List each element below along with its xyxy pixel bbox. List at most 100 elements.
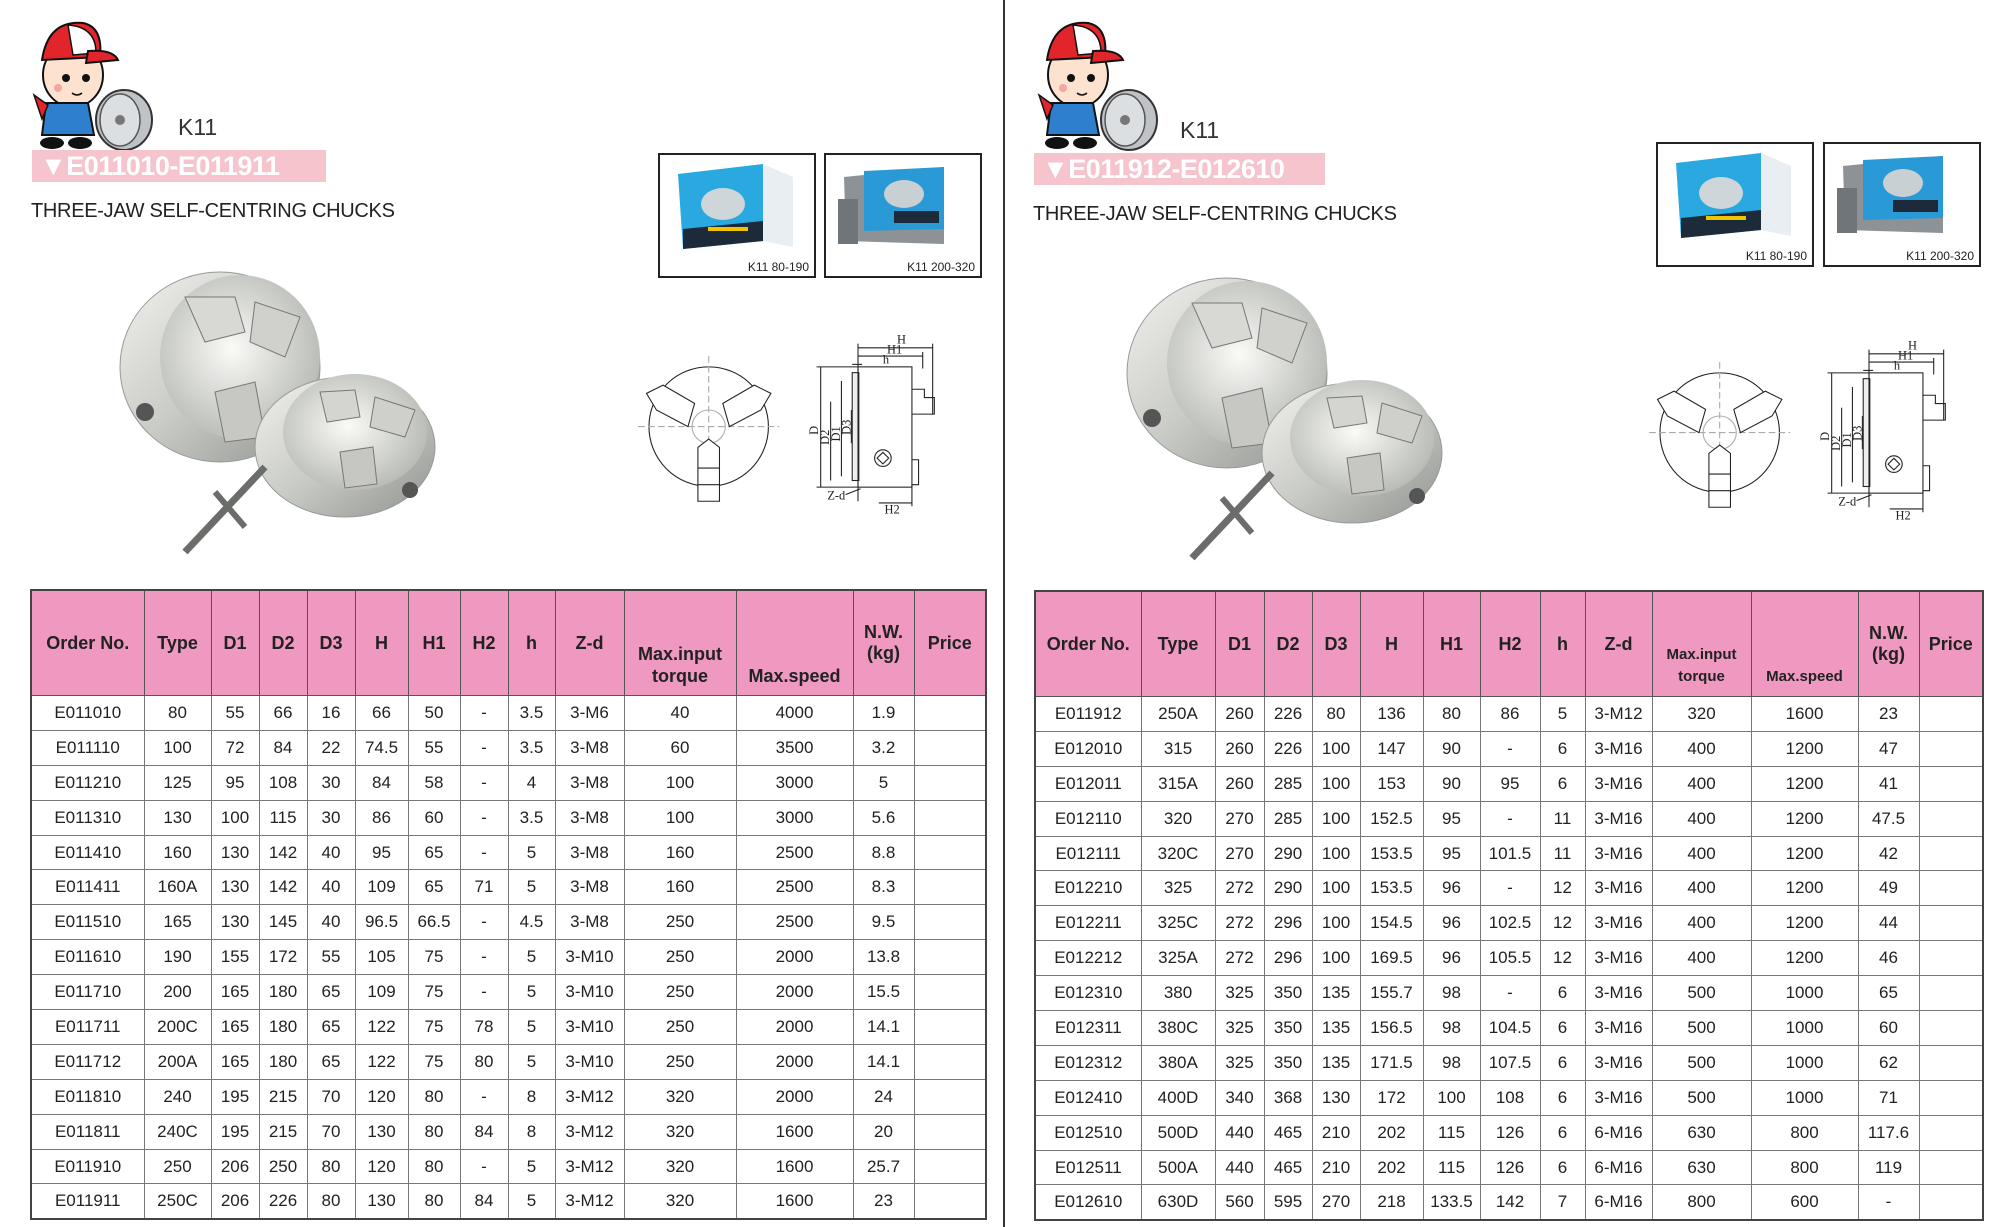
table-cell: - — [1479, 800, 1541, 837]
table-cell: 2000 — [735, 1043, 854, 1080]
table-cell: 226 — [258, 1183, 308, 1220]
table-row: E012011 315A 260 285 100 153 90 95 6 3-M16 400 1200… — [1034, 765, 1984, 802]
table-cell: 172 — [258, 939, 308, 976]
table-cell: 3-M8 — [554, 869, 625, 906]
table-cell: 147 — [1359, 730, 1424, 767]
table-cell — [913, 729, 987, 766]
table-cell: 6-M16 — [1584, 1149, 1653, 1186]
table-cell: 202 — [1359, 1114, 1424, 1151]
table-cell: 75 — [407, 1043, 461, 1080]
column-header: Max.speed — [735, 589, 854, 696]
table-cell: 160 — [623, 869, 737, 906]
table-cell: 5 — [1539, 696, 1586, 732]
packaging-caption: K11 80-190 — [747, 260, 809, 274]
table-cell: 100 — [623, 799, 737, 836]
table-cell: 272 — [1214, 905, 1265, 942]
dimension-label-d: D — [1818, 432, 1832, 441]
table-cell: 15.5 — [852, 974, 915, 1011]
table-cell: 14.1 — [852, 1009, 915, 1045]
table-cell: 200 — [143, 974, 212, 1011]
table-cell: 320 — [623, 1078, 737, 1115]
table-cell: 58 — [407, 764, 461, 801]
table-cell: 250 — [623, 974, 737, 1011]
table-cell: 100 — [1311, 940, 1361, 977]
table-cell: 215 — [258, 1078, 308, 1115]
table-cell: 70 — [306, 1078, 356, 1115]
table-cell: 3-M8 — [554, 904, 625, 941]
table-cell: 3-M10 — [554, 1043, 625, 1080]
dimension-label-zd: Z-d — [827, 489, 846, 503]
table-cell: 1200 — [1750, 835, 1859, 872]
table-cell: 1200 — [1750, 730, 1859, 767]
table-cell: 180 — [258, 974, 308, 1011]
table-cell: 6 — [1539, 1010, 1586, 1046]
table-cell: 84 — [354, 764, 409, 801]
table-cell: 108 — [258, 764, 308, 801]
spec-table: Order No. Type D1 D2 D3 H H1 H2 h Z-d Max.input to… — [1034, 590, 1984, 1222]
table-cell: - — [459, 974, 509, 1011]
table-cell: 115 — [1422, 1114, 1481, 1151]
table-cell: 400 — [1651, 940, 1752, 977]
packaging-image: K11 200-320 — [824, 153, 982, 278]
table-cell: 290 — [1263, 870, 1313, 907]
dimension-label-zd: Z-d — [1838, 495, 1857, 509]
table-cell: 95 — [1422, 835, 1481, 872]
table-cell — [913, 904, 987, 941]
table-row: E012110 320 270 285 100 152.5 95-11 3-M16 400 120… — [1034, 800, 1984, 837]
table-cell: 325A — [1140, 940, 1216, 977]
table-cell: E011411 — [30, 869, 145, 906]
table-cell: 800 — [1651, 1184, 1752, 1221]
table-cell: 6-M16 — [1584, 1114, 1653, 1151]
table-cell: 500 — [1651, 1010, 1752, 1046]
dimension-label-d2: D2 — [818, 430, 832, 445]
chuck-photo — [1122, 268, 1482, 573]
table-cell: 46 — [1857, 940, 1920, 977]
table-cell: 1200 — [1750, 870, 1859, 907]
table-cell: 96 — [1422, 940, 1481, 977]
table-cell: 2500 — [735, 904, 854, 941]
table-cell: 40 — [306, 869, 356, 906]
table-cell: 800 — [1750, 1114, 1859, 1151]
table-cell: 1200 — [1750, 940, 1859, 977]
column-header: D1 — [1214, 590, 1265, 697]
table-cell — [913, 1113, 987, 1150]
table-cell: 630 — [1651, 1149, 1752, 1186]
table-cell: 250 — [623, 939, 737, 976]
dimension-label-d3: D3 — [1851, 426, 1865, 441]
table-cell: 104.5 — [1479, 1010, 1541, 1046]
table-cell — [913, 695, 987, 731]
table-cell: 130 — [210, 869, 260, 906]
table-cell — [913, 799, 987, 836]
table-cell: 3500 — [735, 729, 854, 766]
table-cell: E012310 — [1034, 975, 1142, 1012]
column-header: H2 — [459, 589, 509, 696]
table-cell: 5.6 — [852, 799, 915, 836]
column-header: D3 — [306, 589, 356, 696]
table-cell: 3-M16 — [1584, 975, 1653, 1012]
table-header-row: Order No. Type D1 D2 D3 H H1 H2 h Z-d Max.input to… — [1034, 590, 1984, 697]
table-cell: 75 — [407, 939, 461, 976]
table-cell: 630D — [1140, 1184, 1216, 1221]
table-row: E012111 320C 270 290 100 153.5 95 101.5 11 3-M16 4… — [1034, 835, 1984, 872]
table-cell: 41 — [1857, 765, 1920, 802]
table-cell: 5 — [507, 939, 556, 976]
table-cell: 260 — [1214, 696, 1265, 732]
table-cell: 72 — [210, 729, 260, 766]
table-cell: 122 — [354, 1009, 409, 1045]
table-cell: 100 — [1311, 800, 1361, 837]
table-cell — [913, 974, 987, 1011]
table-cell: 169.5 — [1359, 940, 1424, 977]
table-cell: 8 — [507, 1078, 556, 1115]
table-cell: 400 — [1651, 800, 1752, 837]
column-header: Type — [143, 589, 212, 696]
table-cell: 14.1 — [852, 1043, 915, 1080]
table-cell: 190 — [143, 939, 212, 976]
dimension-label-d: D — [807, 426, 821, 435]
table-cell: 215 — [258, 1113, 308, 1150]
table-cell: 6 — [1539, 1149, 1586, 1186]
table-cell: E011912 — [1034, 696, 1142, 732]
table-cell: 84 — [258, 729, 308, 766]
table-cell: 126 — [1479, 1149, 1541, 1186]
table-cell — [913, 1148, 987, 1185]
table-cell: 142 — [258, 834, 308, 871]
